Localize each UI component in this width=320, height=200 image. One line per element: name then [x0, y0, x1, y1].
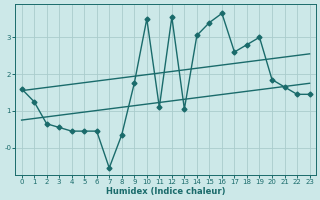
X-axis label: Humidex (Indice chaleur): Humidex (Indice chaleur)	[106, 187, 225, 196]
